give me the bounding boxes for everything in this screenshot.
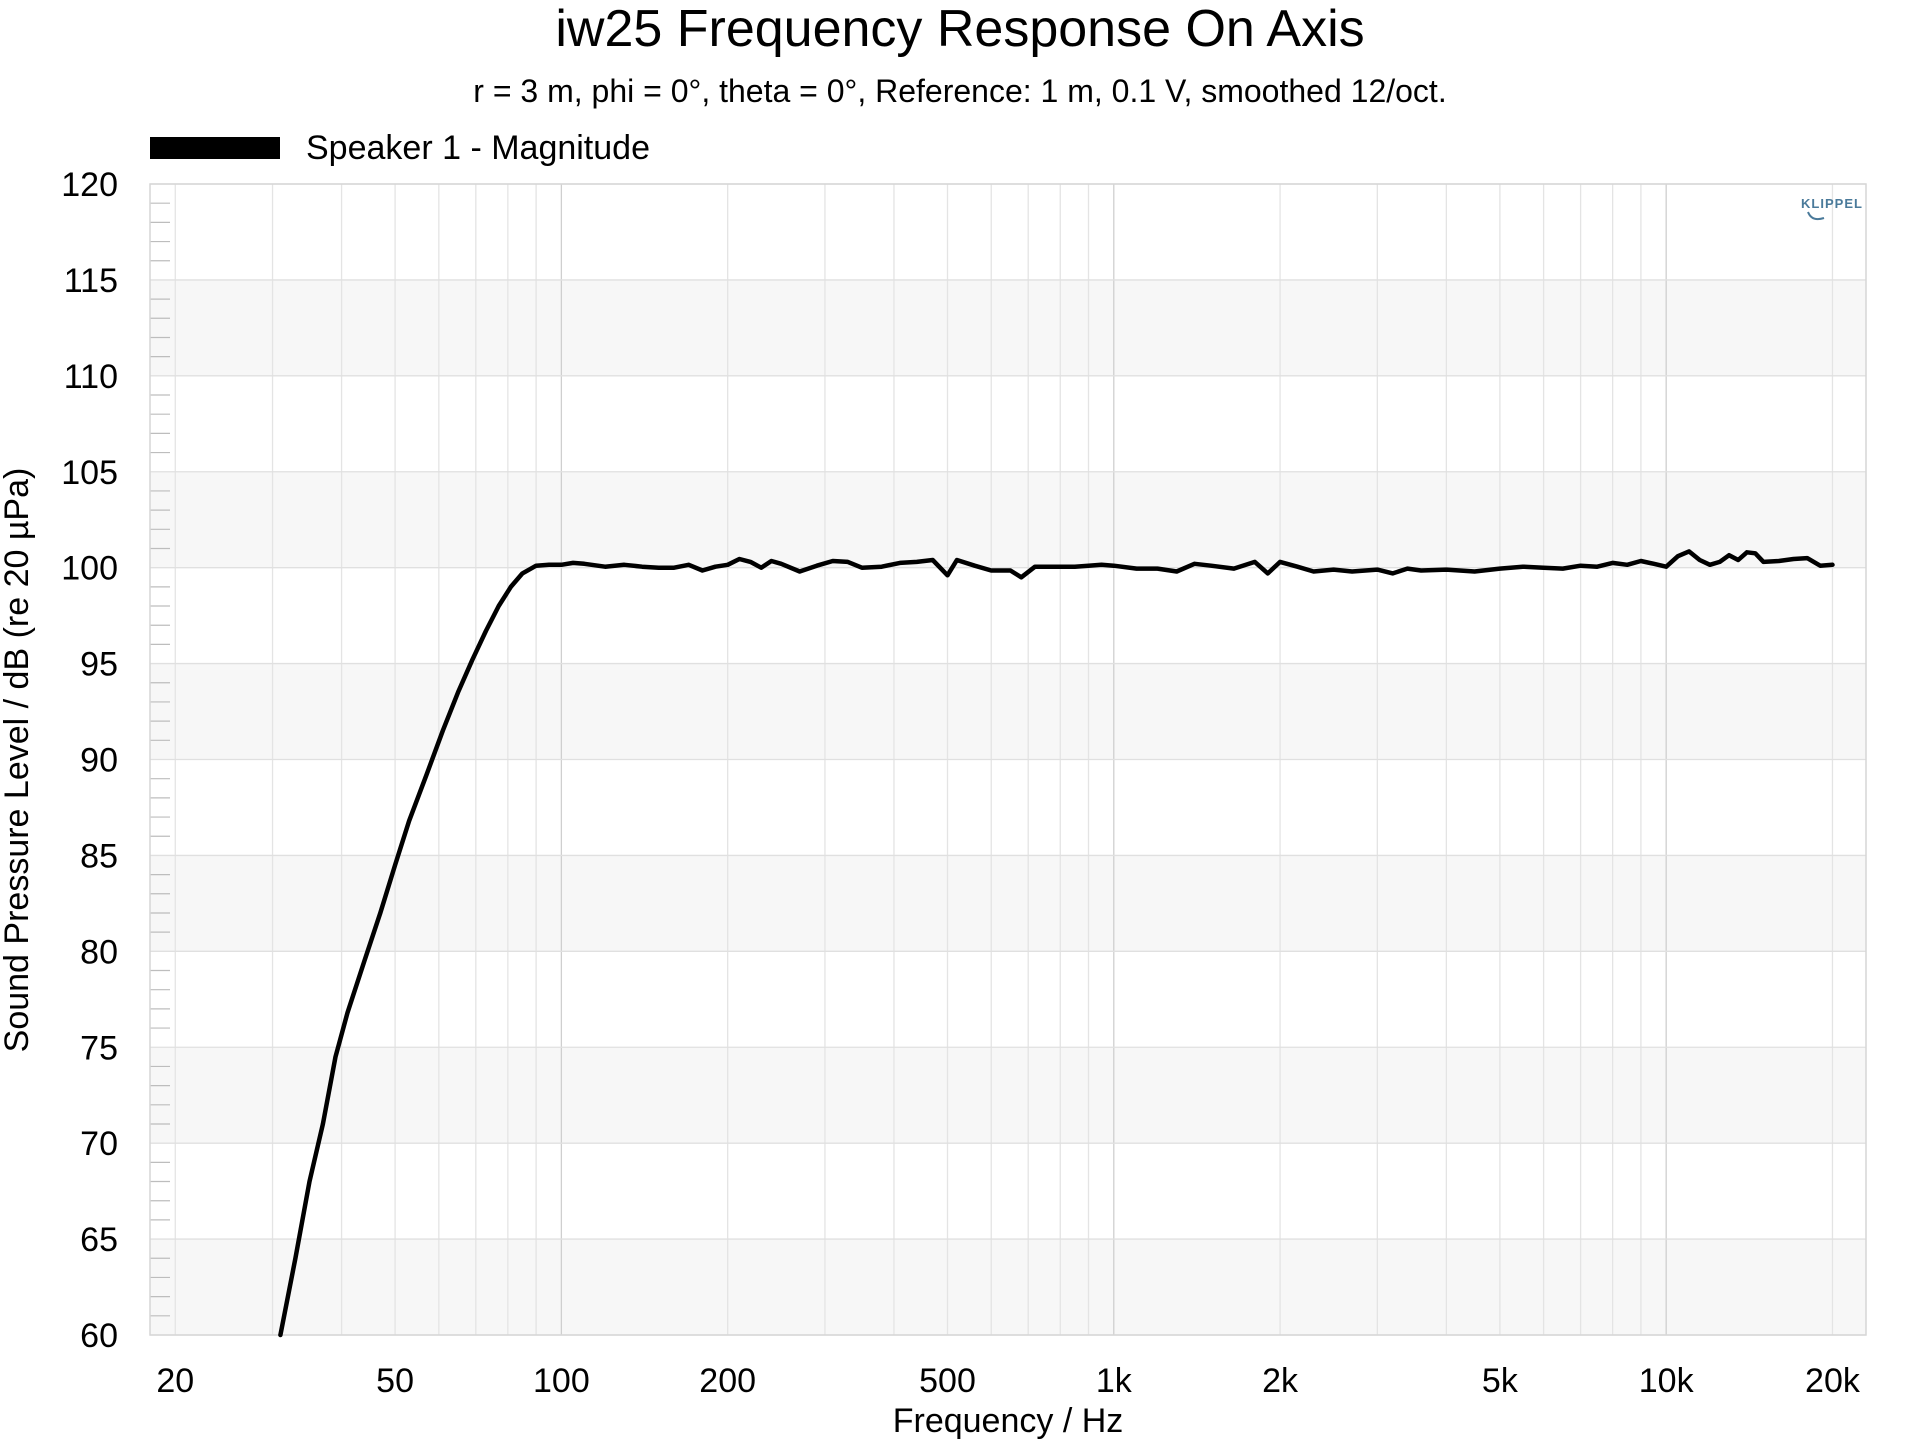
y-minor-ticks [150,202,170,1317]
plot-frame [149,183,1867,1336]
plot-band [150,567,1866,664]
x-tick-label: 1k [1096,1362,1133,1400]
chart-title: iw25 Frequency Response On Axis [555,0,1364,58]
chart-subtitle: r = 3 m, phi = 0°, theta = 0°, Reference… [473,73,1446,109]
y-axis-ticks: 60 65 70 75 80 85 90 95 100 105 110 115 120 [61,166,118,1355]
plot-band [150,855,1866,952]
y-tick-label: 75 [80,1029,118,1067]
y-tick-label: 65 [80,1221,118,1259]
y-tick-label: 70 [80,1125,118,1163]
y-tick-label: 120 [61,166,118,204]
legend: Speaker 1 - Magnitude [150,129,650,167]
logo-text: KLIPPEL [1801,196,1863,211]
x-tick-label: 20 [156,1362,194,1400]
y-tick-label: 85 [80,837,118,875]
legend-swatch [150,137,280,159]
x-axis-ticks: 20 50 100 200 500 1k 2k 5k 10k 20k [156,1362,1861,1400]
legend-label: Speaker 1 - Magnitude [306,129,650,167]
series-line-speaker-1 [278,549,1835,1338]
x-tick-label: 50 [376,1362,414,1400]
plot-band [150,1239,1866,1335]
plot-band [150,184,1866,280]
plot-band [150,759,1866,856]
x-tick-label: 20k [1805,1362,1861,1400]
x-tick-label: 5k [1482,1362,1519,1400]
plot-band [150,663,1866,760]
series-layer [278,549,1835,1338]
plot-band [150,471,1866,568]
plot-band [150,279,1866,376]
plot-band [150,1047,1866,1144]
x-tick-label: 10k [1639,1362,1695,1400]
y-tick-label: 100 [61,550,118,588]
y-tick-label: 80 [80,933,118,971]
x-tick-label: 200 [699,1362,756,1400]
klippel-logo: KLIPPEL [1801,196,1863,221]
y-tick-label: 105 [61,454,118,492]
plot-band [150,1143,1866,1240]
plot-band [150,375,1866,472]
y-tick-label: 110 [64,358,118,396]
y-axis-label: Sound Pressure Level / dB (re 20 µPa) [0,468,36,1053]
y-tick-label: 115 [64,262,118,300]
y-tick-label: 90 [80,742,118,780]
x-tick-label: 2k [1262,1362,1299,1400]
x-tick-label: 100 [533,1362,590,1400]
logo-swoosh-icon [1807,211,1825,221]
x-tick-label: 500 [919,1362,976,1400]
x-axis-label: Frequency / Hz [893,1402,1124,1440]
y-tick-label: 60 [80,1317,118,1355]
y-tick-label: 95 [80,646,118,684]
plot-band [150,951,1866,1048]
